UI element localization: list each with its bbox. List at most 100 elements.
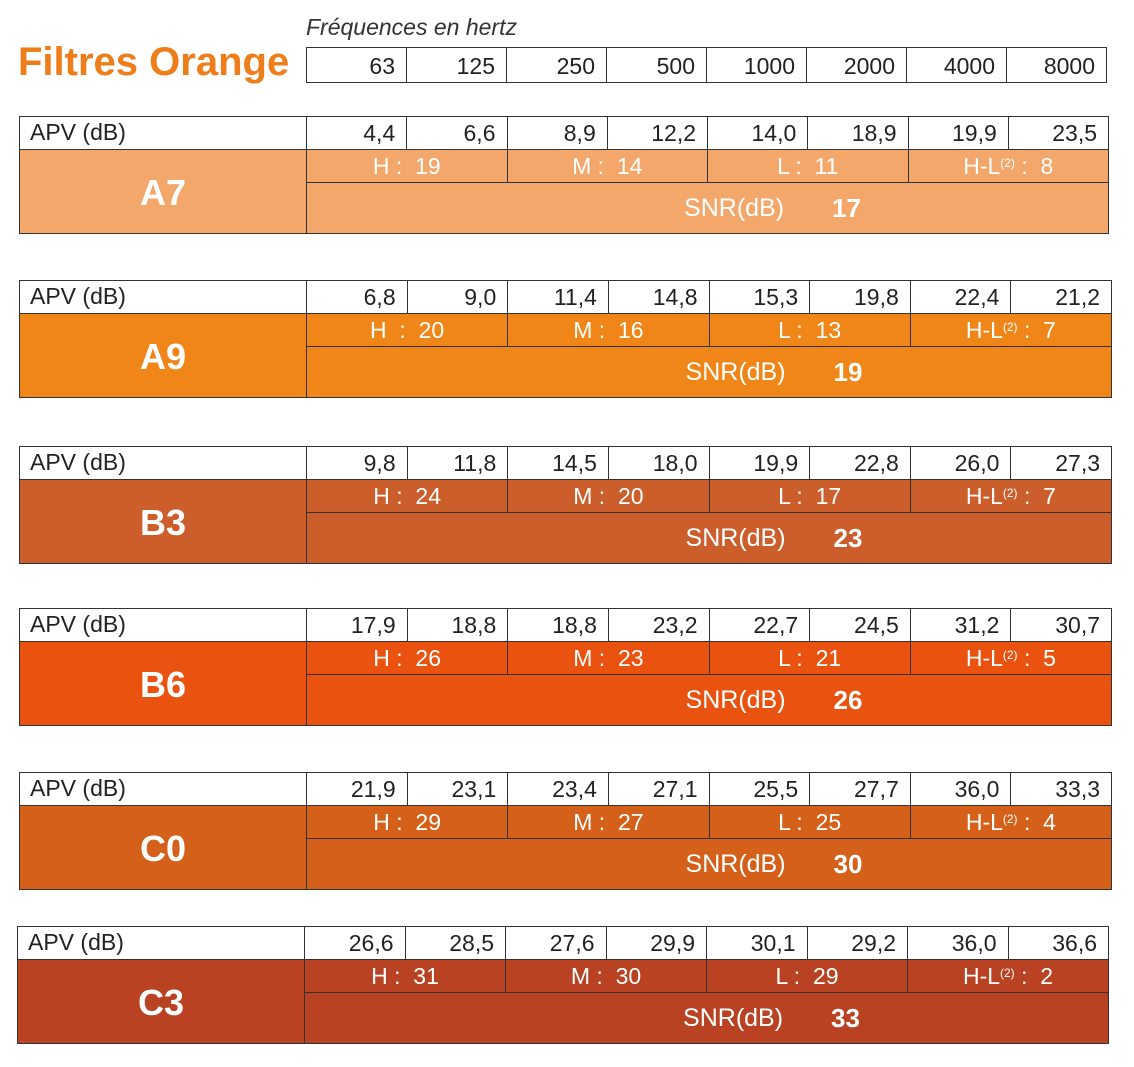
hl-footnote: (2): [1002, 320, 1018, 334]
apv-value-cell: 19,9: [710, 447, 811, 479]
apv-row: APV (dB) 21,9 23,1 23,4 27,1 25,5 27,7 36,0 33,…: [19, 772, 1112, 806]
filter-color-area: B6 H : 26 M : 23 L : 21 H-L (2) : 5 SNR(d…: [19, 642, 1112, 726]
apv-value-cell: 29,2: [808, 927, 908, 959]
apv-value-cell: 21,9: [307, 773, 408, 805]
m-value: M : 16: [508, 314, 710, 346]
snr-label: SNR(dB): [683, 1003, 784, 1032]
hl-value-cell: H-L (2) : 2: [908, 960, 1108, 992]
apv-row: APV (dB) 6,8 9,0 11,4 14,8 15,3 19,8 22,4 21,2: [19, 280, 1112, 314]
apv-value-cell: 27,6: [506, 927, 607, 959]
snr-label: SNR(dB): [685, 357, 786, 386]
frequency-caption: Fréquences en hertz: [306, 14, 517, 40]
frequency-cell: 63: [307, 48, 407, 82]
m-value: M : 23: [508, 642, 710, 674]
snr-label: SNR(dB): [685, 523, 786, 552]
snr-value: 30: [833, 848, 863, 879]
snr-label: SNR(dB): [685, 849, 786, 878]
frequency-cell: 125: [407, 48, 507, 82]
hml-row: H : 29 M : 27 L : 25 H-L (2) : 4: [307, 806, 1111, 839]
apv-row: APV (dB) 9,8 11,8 14,5 18,0 19,9 22,8 26,0 27,3: [19, 446, 1112, 480]
filter-block-a7: APV (dB) 4,4 6,6 8,9 12,2 14,0 18,9 19,9 23,5 A…: [19, 116, 1109, 234]
apv-value-cell: 18,8: [508, 609, 609, 641]
filter-name: A7: [20, 150, 307, 233]
filter-name: B3: [20, 480, 307, 563]
apv-value-cell: 21,2: [1055, 284, 1100, 310]
filter-details: H : 26 M : 23 L : 21 H-L (2) : 5 SNR(dB) …: [307, 642, 1111, 725]
apv-value-cell: 26,6: [305, 927, 406, 959]
m-value: M : 27: [508, 806, 710, 838]
frequency-header-table: 63 125 250 500 1000 2000 4000 8000: [306, 47, 1107, 83]
apv-label: APV (dB): [20, 447, 307, 479]
apv-label: APV (dB): [18, 927, 305, 959]
l-value: L : 25: [710, 806, 911, 838]
apv-value-cell: 22,4: [911, 281, 1012, 313]
l-value: L : 21: [710, 642, 911, 674]
snr-value: 17: [832, 192, 861, 223]
snr-row: SNR(dB) 26: [307, 675, 1111, 725]
hl-prefix: H-L: [965, 808, 1003, 835]
h-value: H : 19: [307, 150, 508, 182]
apv-value-cell: 9,8: [307, 447, 408, 479]
hl-value-cell: H-L (2) : 7: [911, 314, 1111, 346]
hl-value: : 8: [1014, 152, 1054, 179]
apv-value-cell: 23,5: [1052, 120, 1097, 146]
hl-footnote: (2): [1000, 156, 1015, 170]
snr-row: SNR(dB) 19: [307, 347, 1111, 397]
apv-value-cell: 27,1: [609, 773, 710, 805]
hml-row: H : 26 M : 23 L : 21 H-L (2) : 5: [307, 642, 1111, 675]
apv-value-cell: 27,7: [810, 773, 911, 805]
filter-block-b3: APV (dB) 9,8 11,8 14,5 18,0 19,9 22,8 26,0 27,3…: [19, 446, 1112, 564]
frequency-cell: 4000: [907, 48, 1007, 82]
apv-value-cell: 14,0: [708, 117, 809, 149]
apv-value-cell: 26,0: [911, 447, 1012, 479]
apv-value-cell: 6,6: [407, 117, 508, 149]
apv-value-cell: 18,9: [808, 117, 909, 149]
apv-row: APV (dB) 17,9 18,8 18,8 23,2 22,7 24,5 31,2 30,…: [19, 608, 1112, 642]
snr-value: 19: [833, 356, 863, 387]
apv-value-cell: 8,9: [508, 117, 608, 149]
apv-row: APV (dB) 4,4 6,6 8,9 12,2 14,0 18,9 19,9 23,5: [19, 116, 1109, 150]
apv-row: APV (dB) 26,6 28,5 27,6 29,9 30,1 29,2 36,0 36,…: [17, 926, 1109, 960]
apv-values: 21,9 23,1 23,4 27,1 25,5 27,7 36,0 33,3: [307, 773, 1111, 805]
apv-value-cell: 18,8: [408, 609, 509, 641]
snr-row: SNR(dB) 33: [305, 993, 1108, 1043]
filter-block-c3: APV (dB) 26,6 28,5 27,6 29,9 30,1 29,2 36,0 36,…: [17, 926, 1109, 1044]
hml-row: H : 19 M : 14 L : 11 H-L (2) : 8: [307, 150, 1108, 183]
apv-value-cell: 27,3: [1055, 450, 1100, 476]
hl-value-cell: H-L (2) : 5: [911, 642, 1111, 674]
l-value: L : 17: [710, 480, 911, 512]
hl-footnote: (2): [1002, 812, 1018, 826]
apv-value-cell: 17,9: [307, 609, 408, 641]
apv-value-cell: 9,0: [408, 281, 509, 313]
apv-value-cell: 31,2: [911, 609, 1012, 641]
apv-value-cell: 22,7: [710, 609, 811, 641]
apv-value-cell: 33,3: [1055, 776, 1100, 802]
filter-color-area: A7 H : 19 M : 14 L : 11 H-L (2) : 8 SNR(d…: [19, 150, 1109, 234]
hl-value: : 7: [1017, 316, 1056, 343]
hl-value: : 5: [1017, 644, 1056, 671]
snr-value: 23: [833, 522, 863, 553]
frequency-cell: 8000: [1043, 53, 1095, 79]
hml-row: H : 31 M : 30 L : 29 H-L (2) : 2: [305, 960, 1108, 993]
apv-value-cell: 24,5: [810, 609, 911, 641]
apv-value-cell: 36,0: [908, 927, 1009, 959]
filter-block-a9: APV (dB) 6,8 9,0 11,4 14,8 15,3 19,8 22,4 21,2 …: [19, 280, 1112, 398]
hl-value-cell: H-L (2) : 4: [911, 806, 1111, 838]
hl-value: : 4: [1017, 808, 1056, 835]
filter-details: H : 19 M : 14 L : 11 H-L (2) : 8 SNR(dB) …: [307, 150, 1108, 233]
filter-details: H : 24 M : 20 L : 17 H-L (2) : 7 SNR(dB) …: [307, 480, 1111, 563]
filter-name: C3: [18, 960, 305, 1043]
snr-value: 33: [831, 1002, 860, 1033]
apv-label: APV (dB): [20, 773, 307, 805]
filter-name: C0: [20, 806, 307, 889]
frequency-cell: 1000: [707, 48, 807, 82]
h-value: H : 26: [307, 642, 509, 674]
filter-color-area: C3 H : 31 M : 30 L : 29 H-L (2) : 2 SNR(d…: [17, 960, 1109, 1044]
apv-label: APV (dB): [20, 609, 307, 641]
h-value: H : 24: [307, 480, 509, 512]
l-value: L : 29: [707, 960, 908, 992]
hl-prefix: H-L: [963, 152, 1001, 179]
filter-color-area: B3 H : 24 M : 20 L : 17 H-L (2) : 7 SNR(d…: [19, 480, 1112, 564]
apv-values: 17,9 18,8 18,8 23,2 22,7 24,5 31,2 30,7: [307, 609, 1111, 641]
apv-value-cell: 23,1: [408, 773, 509, 805]
